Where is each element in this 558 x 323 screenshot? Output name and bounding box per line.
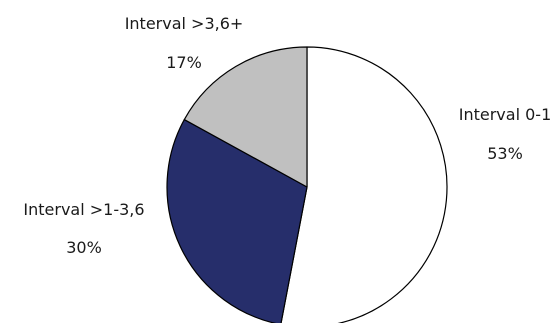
pie-slice-0 — [280, 46, 448, 323]
slice-value-interval-3-6-plus: 17% — [166, 53, 202, 72]
pie-slice-1 — [166, 118, 308, 323]
pie-slice-2 — [183, 46, 308, 188]
slice-label-interval-3-6-plus: Interval >3,6+ — [125, 14, 244, 33]
pie-slices — [166, 46, 448, 323]
slice-label-interval-0-1: Interval 0-1 — [459, 105, 552, 124]
slice-value-interval-0-1: 53% — [487, 144, 523, 163]
slice-value-interval-1-3-6: 30% — [66, 238, 102, 257]
slice-label-interval-1-3-6: Interval >1-3,6 — [23, 200, 144, 219]
